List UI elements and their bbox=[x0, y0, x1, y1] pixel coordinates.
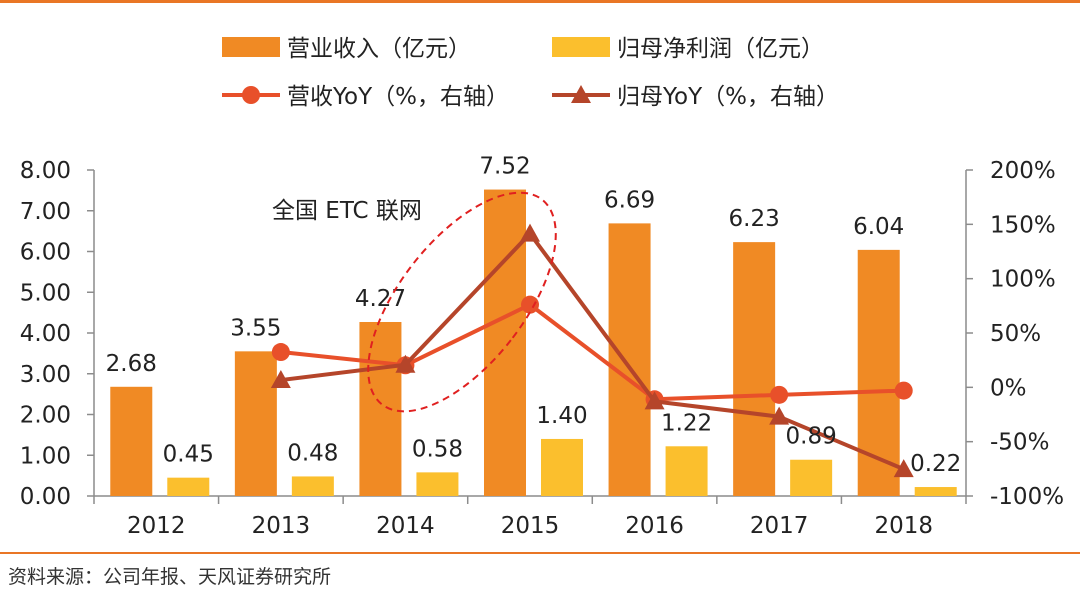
y-right-tick-label: 0% bbox=[990, 375, 1027, 401]
label-revenue: 3.55 bbox=[230, 315, 281, 341]
bar-revenue bbox=[857, 249, 900, 496]
label-revenue: 6.23 bbox=[729, 206, 780, 232]
y-right-tick-label: -100% bbox=[990, 484, 1064, 510]
label-revenue: 6.04 bbox=[853, 214, 904, 240]
x-tick-label: 2012 bbox=[127, 513, 186, 539]
bar-revenue bbox=[234, 351, 277, 496]
highlight-ellipse bbox=[367, 191, 557, 413]
source-note: 资料来源：公司年报、天风证券研究所 bbox=[8, 566, 332, 588]
line-profit-yoy bbox=[280, 231, 905, 472]
legend-label-revenue: 营业收入（亿元） bbox=[287, 36, 471, 62]
annotation-text: 全国 ETC 联网 bbox=[272, 198, 422, 224]
label-revenue: 7.52 bbox=[479, 154, 530, 180]
y-left-tick-label: 7.00 bbox=[20, 199, 71, 225]
y-left-tick-label: 1.00 bbox=[20, 443, 71, 469]
bar-net-profit bbox=[291, 476, 334, 496]
x-tick-label: 2013 bbox=[252, 513, 311, 539]
y-left-tick-label: 2.00 bbox=[20, 403, 71, 429]
label-revenue: 6.69 bbox=[604, 187, 655, 213]
label-net-profit: 0.89 bbox=[786, 424, 837, 450]
marker-profit-yoy bbox=[270, 370, 291, 389]
marker-revenue-yoy bbox=[894, 381, 913, 400]
bars bbox=[110, 189, 957, 496]
x-tick-label: 2017 bbox=[750, 513, 809, 539]
legend-marker-revenue-yoy bbox=[242, 86, 260, 104]
marker-profit-yoy bbox=[893, 459, 914, 478]
y-left-tick-label: 6.00 bbox=[20, 240, 71, 266]
x-tick-label: 2016 bbox=[625, 513, 684, 539]
bar-net-profit bbox=[541, 438, 583, 496]
bar-revenue bbox=[733, 242, 776, 496]
label-net-profit: 0.48 bbox=[287, 440, 338, 466]
y-right-tick-label: 50% bbox=[990, 321, 1041, 347]
legend-swatch-net-profit bbox=[552, 37, 610, 57]
marker-profit-yoy bbox=[520, 223, 540, 242]
y-left-tick-label: 0.00 bbox=[20, 484, 71, 510]
x-tick-label: 2014 bbox=[376, 513, 435, 539]
label-net-profit: 0.45 bbox=[163, 442, 214, 468]
bar-net-profit bbox=[167, 477, 210, 496]
y-right-tick-label: 150% bbox=[990, 212, 1056, 238]
bar-revenue bbox=[359, 321, 402, 496]
bar-revenue bbox=[484, 189, 526, 496]
bar-net-profit bbox=[416, 472, 459, 496]
legend-label-revenue-yoy: 营收YoY（%，右轴） bbox=[287, 84, 509, 110]
line-revenue-yoy bbox=[280, 302, 904, 402]
y-left-tick-label: 5.00 bbox=[20, 280, 71, 306]
data-labels: 2.68 0.45 3.55 0.48 4.27 0.58 7.52 1.40 6.69 1.22… bbox=[106, 154, 962, 477]
label-net-profit: 0.22 bbox=[910, 451, 961, 477]
x-tick-label: 2015 bbox=[501, 513, 560, 539]
legend-marker-profit-yoy bbox=[571, 85, 591, 103]
bar-revenue bbox=[608, 223, 651, 496]
bottom-accent-line bbox=[0, 552, 1080, 554]
bar-revenue bbox=[110, 386, 153, 496]
legend-swatch-revenue bbox=[222, 37, 280, 57]
marker-revenue-yoy bbox=[770, 385, 789, 404]
lines bbox=[270, 223, 914, 478]
marker-revenue-yoy bbox=[521, 295, 539, 314]
legend: 营业收入（亿元） 归母净利润（亿元） 营收YoY（%，右轴） 归母YoY（%，右轴） bbox=[222, 36, 839, 110]
label-revenue: 4.27 bbox=[355, 286, 406, 312]
y-left-tick-label: 3.00 bbox=[20, 362, 71, 388]
bar-net-profit bbox=[665, 446, 708, 496]
y-right-tick-label: -50% bbox=[990, 430, 1049, 456]
y-right-tick-label: 100% bbox=[990, 267, 1056, 293]
annotation: 全国 ETC 联网 bbox=[272, 191, 557, 413]
y-right-tick-label: 200% bbox=[990, 158, 1056, 184]
y-left-tick-label: 4.00 bbox=[20, 321, 71, 347]
legend-label-profit-yoy: 归母YoY（%，右轴） bbox=[617, 84, 839, 110]
legend-label-net-profit: 归母净利润（亿元） bbox=[617, 36, 824, 62]
label-net-profit: 0.58 bbox=[412, 436, 463, 462]
axes: 0.00 1.00 2.00 3.00 4.00 5.00 6.00 7.00 8.00 -100… bbox=[20, 158, 1064, 539]
x-tick-label: 2018 bbox=[874, 513, 933, 539]
marker-profit-yoy bbox=[395, 354, 416, 373]
top-accent-line bbox=[0, 0, 1080, 3]
marker-revenue-yoy bbox=[271, 343, 290, 362]
chart: 营业收入（亿元） 归母净利润（亿元）营收YoY（%，右轴） 归母YoY（%，右轴） … bbox=[20, 36, 1064, 539]
label-net-profit: 1.40 bbox=[536, 403, 587, 429]
bar-net-profit bbox=[790, 459, 833, 496]
label-revenue: 2.68 bbox=[106, 351, 157, 377]
label-net-profit: 1.22 bbox=[661, 410, 712, 436]
marker-profit-yoy bbox=[644, 391, 665, 410]
y-left-tick-label: 8.00 bbox=[20, 158, 71, 184]
bar-net-profit bbox=[914, 487, 957, 496]
marker-profit-yoy bbox=[769, 406, 790, 425]
